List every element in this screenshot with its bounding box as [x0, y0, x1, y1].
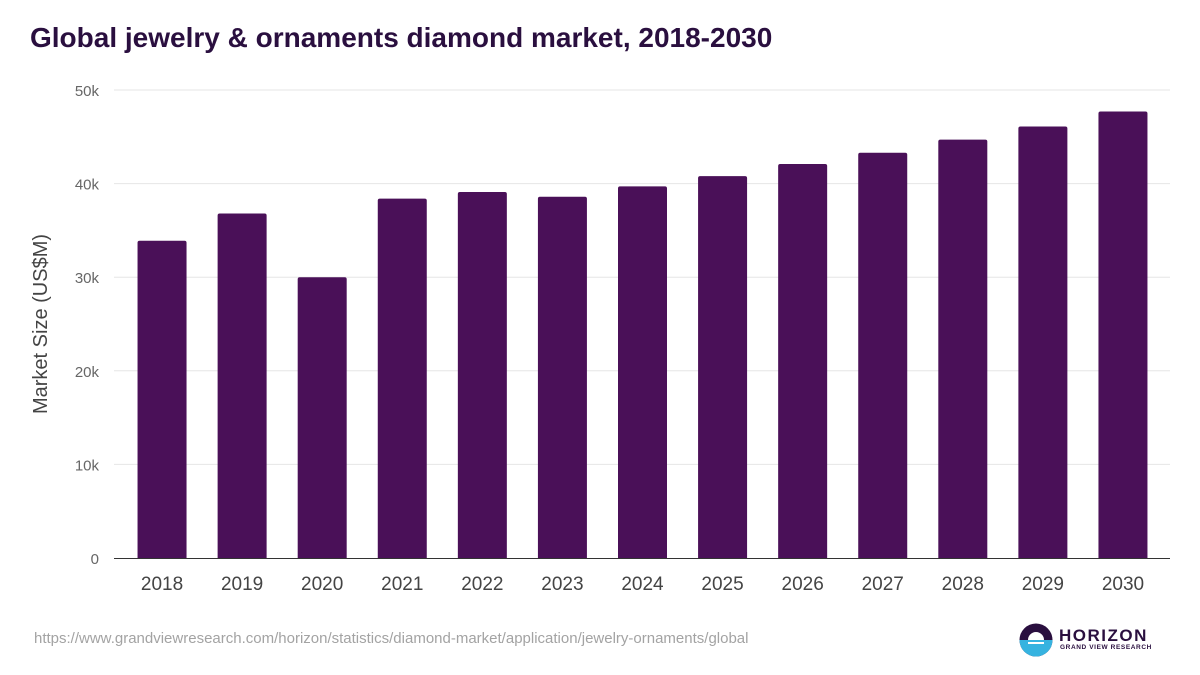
x-tick-label: 2026 [782, 574, 824, 595]
y-tick-label: 20k [75, 364, 100, 381]
x-tick-label: 2024 [621, 574, 664, 595]
horizon-logo-sub: GRAND VIEW RESEARCH [1060, 644, 1152, 651]
bar-2030 [1098, 111, 1148, 558]
horizon-logo-icon [1019, 623, 1053, 657]
y-tick-label: 0 [91, 551, 99, 568]
x-tick-label: 2021 [381, 574, 423, 595]
bar-2020 [297, 277, 347, 558]
x-tick-label: 2018 [141, 574, 183, 595]
x-tick-label: 2028 [942, 574, 984, 595]
x-tick-label: 2019 [221, 574, 263, 595]
bar-2019 [217, 213, 267, 558]
bar-2022 [457, 192, 507, 559]
y-tick-label: 30k [75, 270, 100, 287]
x-tick-label: 2027 [862, 574, 904, 595]
y-tick-label: 40k [75, 177, 100, 194]
bar-2028 [938, 139, 988, 558]
x-tick-label: 2022 [461, 574, 503, 595]
bar-2018 [137, 240, 187, 559]
x-tick-label: 2029 [1022, 574, 1064, 595]
horizon-logo-brand: HORIZON [1059, 626, 1148, 645]
bar-2029 [1018, 126, 1068, 558]
bar-2021 [377, 198, 427, 559]
y-tick-label: 50k [75, 83, 100, 100]
x-tick-label: 2023 [541, 574, 583, 595]
x-tick-label: 2030 [1102, 574, 1144, 595]
x-tick-label: 2025 [701, 574, 743, 595]
x-tick-label: 2020 [301, 574, 343, 595]
bar-2025 [698, 176, 748, 558]
bar-2027 [858, 152, 908, 558]
y-tick-label: 10k [75, 457, 100, 474]
y-axis-ticks: 0 10k 20k 30k 40k 50k [75, 83, 100, 568]
bars [137, 111, 1148, 559]
horizon-logo: HORIZON GRAND VIEW RESEARCH [1019, 622, 1159, 658]
source-url[interactable]: https://www.grandviewresearch.com/horizo… [34, 630, 749, 647]
chart-title: Global jewelry & ornaments diamond marke… [30, 22, 773, 53]
bar-2023 [537, 196, 587, 559]
x-axis-ticks: 2018 2019 2020 2021 2022 2023 2024 2025 2026 2027… [141, 574, 1144, 595]
y-axis-title: Market Size (US$M) [30, 234, 52, 414]
bar-2026 [778, 163, 828, 558]
bar-2024 [618, 186, 667, 558]
